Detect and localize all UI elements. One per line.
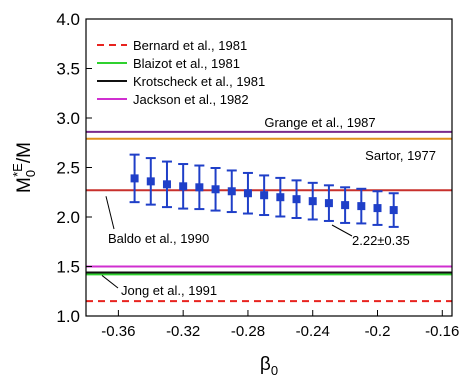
y-label-sub: 0 (23, 170, 38, 177)
error-bar-group (161, 160, 172, 209)
error-bar-group (242, 171, 253, 215)
error-bar-group (323, 184, 334, 222)
data-point (373, 204, 382, 213)
error-bar-group (210, 166, 221, 212)
legend-label: Blaizot et al., 1981 (133, 56, 240, 71)
data-point (243, 189, 252, 198)
data-point (341, 201, 350, 210)
y-tick-label: 1.0 (56, 307, 80, 326)
data-point (179, 182, 188, 191)
y-tick-label: 1.5 (56, 258, 80, 277)
error-bar-group (356, 187, 367, 225)
y-label-sup: *E (10, 163, 25, 177)
x-tick-label: -0.16 (425, 323, 459, 340)
data-point (162, 180, 171, 189)
data-point (324, 199, 333, 208)
annotation-arrow (331, 224, 353, 237)
x-tick-label: -0.36 (101, 323, 135, 340)
data-point (146, 177, 155, 186)
legend-label: Krotscheck et al., 1981 (133, 74, 265, 89)
data-point (276, 193, 285, 202)
error-bar-group (194, 164, 205, 211)
error-bar-group (178, 163, 189, 210)
y-tick-label: 2.5 (56, 159, 80, 178)
legend-label: Bernard et al., 1981 (133, 38, 247, 53)
annotation: 2.22±0.35 (352, 233, 410, 248)
data-point (227, 187, 236, 196)
y-label-rest: /M (14, 142, 35, 163)
x-label-sub: 0 (271, 363, 278, 378)
legend-label: Jackson et al., 1982 (133, 92, 249, 107)
error-bar-group (372, 190, 383, 226)
error-bar-group (307, 181, 318, 221)
data-point (211, 185, 220, 194)
x-axis-label: β0 (260, 354, 278, 378)
error-bar-group (259, 174, 270, 217)
error-bar-group (145, 157, 156, 206)
error-bar-group (340, 186, 351, 224)
data-point (292, 195, 301, 204)
annotation: Baldo et al., 1990 (108, 231, 209, 246)
data-point (260, 191, 269, 200)
y-tick-label: 3.5 (56, 60, 80, 79)
error-bar-group (129, 153, 140, 204)
data-point (308, 197, 317, 206)
annotation-arrow (105, 196, 115, 230)
x-tick-label: -0.32 (166, 323, 200, 340)
error-bar-group (226, 169, 237, 214)
annotation: Grange et al., 1987 (264, 115, 375, 130)
data-point (130, 174, 139, 183)
error-bar-group (388, 192, 399, 228)
annotation: Jong et al., 1991 (121, 283, 217, 298)
x-tick-label: -0.2 (365, 323, 391, 340)
x-tick-label: -0.24 (296, 323, 330, 340)
y-tick-label: 3.0 (56, 109, 80, 128)
x-label-base: β (260, 354, 271, 375)
y-axis-label: M0*E/M (10, 142, 38, 193)
data-point (389, 206, 398, 215)
y-tick-label: 2.0 (56, 208, 80, 227)
error-bar-group (275, 176, 286, 218)
annotation-arrow (101, 275, 119, 289)
y-label-base: M (14, 177, 35, 193)
data-point (357, 202, 366, 211)
error-bar-group (291, 179, 302, 219)
y-tick-label: 4.0 (56, 10, 80, 29)
data-point (195, 183, 204, 192)
annotation: Sartor, 1977 (365, 148, 436, 163)
x-tick-label: -0.28 (231, 323, 265, 340)
